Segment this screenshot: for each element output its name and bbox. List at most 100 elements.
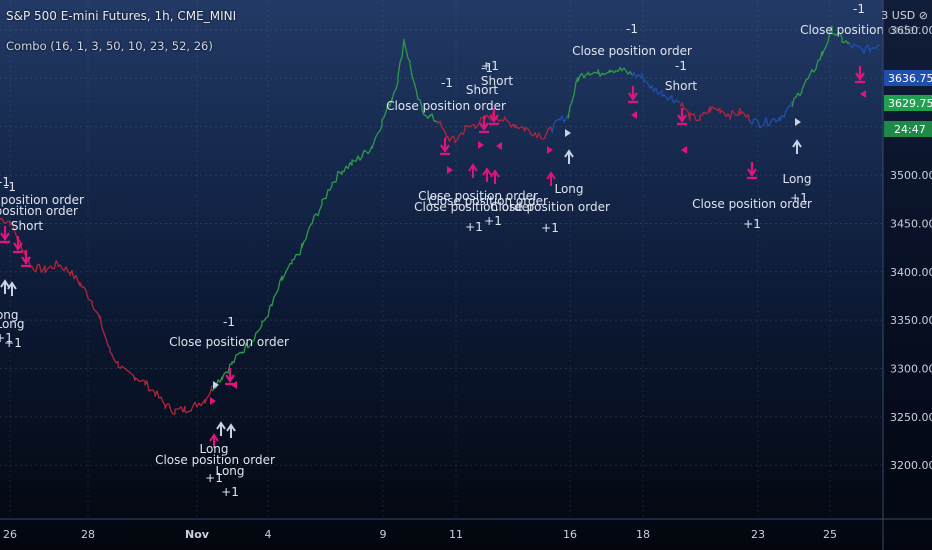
entry-flag-marker [860,90,866,98]
signal-label: Long [554,182,583,196]
signal-label: -1 [4,180,16,194]
buy-arrow-marker [468,163,478,178]
buy-arrow-marker [226,423,236,438]
price-series-segment [791,25,851,108]
price-series-segment [749,101,793,129]
buy-arrow-marker [792,139,802,154]
y-tick-label: 3250.00 [890,411,932,424]
signal-label: Long [215,464,244,478]
sell-arrow-marker [479,116,489,134]
signal-label: Close position order [490,200,610,214]
buy-arrow-marker [546,171,556,186]
sell-arrow-marker [747,162,757,180]
x-tick-label: 28 [81,528,95,541]
signal-label: +1 [0,331,13,345]
entry-flag-marker [496,142,502,150]
signal-label: +1 [541,221,559,235]
buy-arrow-marker [7,281,17,296]
chart-grid [0,0,883,519]
x-tick-label: 18 [636,528,650,541]
signal-label: Short [466,83,498,97]
price-series-segment [631,71,681,104]
entry-flag-marker [547,146,553,154]
time-axis[interactable]: 26 28 Nov 4 9 11 16 18 23 25 [3,528,837,541]
y-tick-label: 3350.00 [890,314,932,327]
price-axis-background [883,0,932,550]
x-tick-label: 4 [265,528,272,541]
x-tick-label: Nov [185,528,210,541]
y-tick-label: 3650.00 [890,24,932,37]
signal-label: -1 [626,22,638,36]
price-series-segment [211,38,439,392]
signal-label: +1 [4,336,22,350]
price-series-segment [679,102,751,123]
sell-arrow-marker [855,66,865,84]
sell-arrow-marker [677,108,687,126]
y-tick-label: 3400.00 [890,266,932,279]
price-tags: 3636.75 3629.75 24:47 [884,70,932,137]
signal-label: Short [665,79,697,93]
indicator-legend[interactable]: Combo (16, 1, 3, 50, 10, 23, 52, 26) [6,39,213,53]
signal-label: -1 [0,175,10,189]
signal-label: Close position order [169,335,289,349]
signal-label: Close position order [0,204,78,218]
buy-arrow-marker [490,169,500,184]
signal-label: Short [481,74,513,88]
current-price-tag: 3629.75 [888,97,932,110]
signal-label: Close position order [155,453,275,467]
y-tick-label: 3500.00 [890,169,932,182]
signal-label: Long [0,308,19,322]
signal-label: -1 [481,61,493,75]
signal-label: +1 [465,220,483,234]
signal-label: -1 [675,59,687,73]
chart-title: S&P 500 E-mini Futures, 1h, CME_MINI [6,9,237,23]
signal-label: -1 [223,315,235,329]
entry-flag-marker [681,146,687,154]
signal-label: +1 [205,471,223,485]
countdown-tag: 24:47 [894,123,926,136]
currency-label[interactable]: 3 USD ⊘ [881,9,928,22]
x-tick-label: 11 [449,528,463,541]
buy-arrow-marker [216,421,226,436]
signal-label: Close position order [418,189,538,203]
x-tick-label: 16 [563,528,577,541]
signal-label: Close position order [386,99,506,113]
signal-label: Short [11,219,43,233]
buy-arrow-marker [0,279,10,294]
signal-label: +1 [790,191,808,205]
entry-flag-marker [631,111,637,119]
buy-arrow-marker [564,149,574,164]
entry-flag-marker [478,141,484,149]
signal-label: +1 [484,214,502,228]
sell-arrow-marker [489,108,499,126]
signal-label: -1 [853,2,865,16]
sell-arrow-marker [628,86,638,104]
signal-label: Long [0,317,25,331]
x-tick-label: 23 [751,528,765,541]
entry-flag-marker [565,129,571,137]
y-tick-label: 3450.00 [890,217,932,230]
price-series-segment [551,113,569,134]
x-tick-label: 26 [3,528,17,541]
y-tick-label: 3300.00 [890,363,932,376]
entry-flag-marker [210,397,216,405]
sell-arrow-marker [13,236,23,254]
buy-arrow-marker [209,433,219,448]
x-tick-label: 9 [380,528,387,541]
x-tick-label: 25 [823,528,837,541]
entry-flag-marker [231,381,237,389]
sell-arrow-marker [21,250,31,268]
price-series-segment [0,218,213,415]
signal-label: Close position order [414,200,534,214]
signal-label: Close position order [428,194,548,208]
last-price-tag: 3636.75 [888,72,932,85]
sell-arrow-marker [440,138,450,156]
signal-label: Close position order [0,193,84,207]
entry-flag-marker [447,166,453,174]
signal-label: Long [199,442,228,456]
entry-flag-marker [795,118,801,126]
signal-label: +1 [481,59,499,73]
buy-arrow-marker [482,167,492,182]
